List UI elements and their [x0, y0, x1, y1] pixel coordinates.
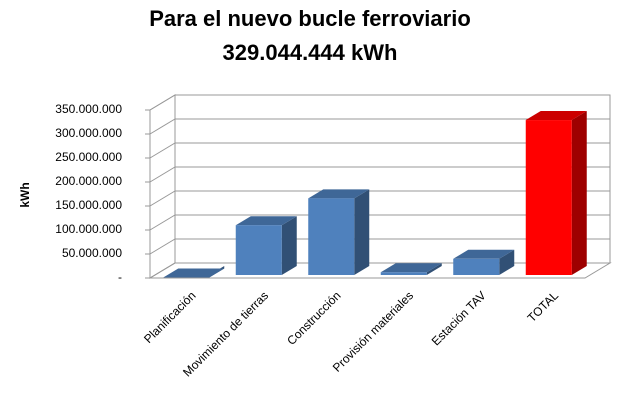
bar-side — [354, 189, 370, 275]
y-tick-label: 200.000.000 — [55, 174, 122, 188]
bar — [308, 198, 355, 275]
y-tick-label: 150.000.000 — [55, 198, 122, 212]
y-tick-label: 350.000.000 — [55, 102, 122, 116]
grid-line — [149, 166, 610, 183]
bar-side — [281, 216, 297, 275]
x-tick-label: Construcción — [284, 288, 343, 347]
bar-top — [525, 111, 587, 121]
x-tick-label: Planificación — [141, 288, 199, 346]
y-tick-label: 50.000.000 — [62, 246, 122, 260]
bar-top — [235, 216, 297, 226]
y-tick-label: 100.000.000 — [55, 222, 122, 236]
bar-side — [571, 111, 587, 275]
y-tick-label: 300.000.000 — [55, 126, 122, 140]
bar — [235, 225, 282, 275]
y-tick-label: 250.000.000 — [55, 150, 122, 164]
chart-title: Para el nuevo bucle ferroviario — [149, 6, 471, 31]
bar — [380, 272, 427, 275]
bar-top — [163, 268, 225, 278]
x-tick-label: Provisión materiales — [330, 288, 416, 374]
bar-side — [426, 263, 442, 275]
side-wall — [149, 94, 176, 279]
bar-top — [453, 249, 515, 259]
y-tick-label: - — [118, 270, 122, 284]
bar-side — [499, 249, 515, 275]
grid-line — [149, 118, 610, 135]
grid-line — [149, 94, 610, 111]
chart-subtitle: 329.044.444 kWh — [223, 40, 398, 65]
grid-line — [149, 238, 610, 255]
grid-line — [149, 190, 610, 207]
x-tick-label: TOTAL — [525, 288, 562, 325]
bar-top — [308, 189, 370, 199]
grid-line — [149, 214, 610, 231]
y-axis-title: kWh — [18, 182, 32, 207]
grid-line — [149, 142, 610, 159]
bar-top — [380, 263, 442, 273]
bar — [453, 258, 500, 275]
x-tick-label: Estación TAV — [429, 288, 489, 348]
bar — [525, 120, 572, 275]
